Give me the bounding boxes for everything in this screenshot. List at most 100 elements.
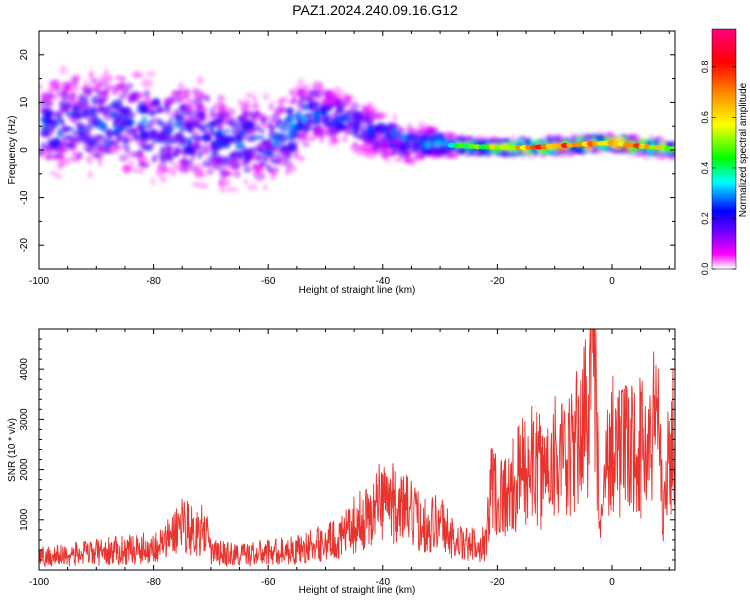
- colorbar-segment: [712, 175, 736, 178]
- spectrogram-cell: [219, 168, 229, 179]
- spectrogram-cell: [447, 131, 457, 142]
- spectrogram-cell: [89, 78, 98, 83]
- snr-panel: -100 -80 -60 -40 -20 0 1000 2000 3000 4000 Height…: [7, 328, 676, 596]
- x-tick-label: -20: [490, 276, 505, 287]
- colorbar-segment: [712, 199, 736, 202]
- spectrogram-cell: [367, 132, 378, 140]
- spectrogram-cell: [164, 145, 172, 155]
- spectrogram-cell: [349, 101, 360, 111]
- spectrogram-cell: [227, 186, 238, 192]
- colorbar-segment: [712, 149, 736, 152]
- spectrogram-cell: [51, 119, 60, 128]
- colorbar-segment: [712, 239, 736, 242]
- spectrogram-cell: [318, 106, 327, 116]
- colorbar-segment: [712, 159, 736, 162]
- spectrogram-cell: [55, 153, 65, 159]
- spectrogram-cell: [213, 145, 218, 156]
- spectrogram-cell: [179, 159, 188, 166]
- colorbar-segment: [712, 117, 736, 120]
- colorbar-tick-label: 0.0: [700, 263, 710, 276]
- spectrogram-cell: [570, 133, 579, 142]
- colorbar-segment: [712, 111, 736, 114]
- colorbar-segment: [712, 75, 736, 78]
- spectrogram-cell: [396, 139, 407, 145]
- colorbar-segment: [712, 61, 736, 64]
- spectrogram-cell: [131, 73, 144, 78]
- spectrogram-cell: [653, 151, 665, 160]
- spectrogram-cell: [267, 167, 274, 173]
- spectrogram-cell: [86, 155, 93, 164]
- colorbar-segment: [712, 103, 736, 106]
- spectrogram-cell: [234, 139, 245, 147]
- spectrogram-cell: [114, 102, 120, 109]
- colorbar-segment: [712, 29, 736, 32]
- spectrogram-y-axis-label: Frequency (Hz): [7, 116, 18, 185]
- spectrogram-cell: [309, 118, 316, 123]
- colorbar-tick-label: 0.2: [700, 212, 710, 225]
- colorbar-segment: [712, 195, 736, 198]
- spectrogram-cell: [300, 92, 311, 100]
- spectrogram-cell: [158, 149, 166, 160]
- spectrogram-cell: [60, 105, 69, 113]
- colorbar-segment: [712, 177, 736, 180]
- spectrogram-cell: [95, 89, 106, 97]
- colorbar-segment: [712, 173, 736, 176]
- spectrogram-cell: [177, 137, 182, 148]
- spectrogram-cell: [133, 134, 139, 140]
- spectrogram-cell: [113, 145, 126, 150]
- colorbar-segment: [712, 145, 736, 148]
- colorbar-segment: [712, 169, 736, 172]
- spectrogram-cell: [297, 77, 305, 88]
- colorbar-segment: [712, 187, 736, 190]
- colorbar-segment: [712, 127, 736, 130]
- spectrogram-cell: [47, 97, 54, 106]
- colorbar-segment: [712, 85, 736, 88]
- colorbar-segment: [712, 257, 736, 260]
- spectrogram-cell: [193, 162, 204, 173]
- colorbar-segment: [712, 235, 736, 238]
- spectrogram-cell: [312, 80, 324, 91]
- spectrogram-cell: [263, 141, 271, 149]
- spectrogram-cell: [69, 144, 75, 150]
- spectrogram-cell: [151, 156, 157, 164]
- spectrogram-cell: [139, 168, 144, 175]
- spectrogram-cell: [144, 123, 154, 130]
- spectrogram-cell: [102, 138, 114, 148]
- spectrogram-cell: [355, 146, 366, 157]
- spectrogram-cell: [232, 128, 242, 137]
- spectrogram-cell: [392, 157, 400, 163]
- colorbar-segment: [712, 79, 736, 82]
- spectrogram-cell: [122, 137, 133, 143]
- spectrogram-cell: [139, 131, 148, 139]
- spectrogram-cell: [170, 90, 182, 97]
- spectrogram-cell: [319, 136, 325, 144]
- spectrogram-cell: [219, 108, 226, 117]
- y-tick-label: -10: [19, 190, 30, 205]
- spectrogram-cell: [496, 137, 502, 146]
- spectrogram-cell: [244, 179, 248, 185]
- spectrogram-cell: [296, 134, 307, 143]
- spectrogram-cell: [244, 131, 249, 137]
- spectrogram-cell: [302, 141, 311, 148]
- y-tick-label: -20: [19, 238, 30, 253]
- colorbar-segment: [712, 87, 736, 90]
- spectrogram-cell: [72, 116, 79, 125]
- spectrogram-cell: [115, 75, 121, 81]
- spectrogram-cell: [433, 133, 441, 141]
- colorbar-segment: [712, 197, 736, 200]
- colorbar-segment: [712, 59, 736, 62]
- spectrogram-cell: [97, 145, 102, 152]
- y-tick-label: 3000: [19, 408, 30, 431]
- spectrogram-cell: [149, 100, 160, 106]
- snr-ticks: -100 -80 -60 -40 -20 0 1000 2000 3000 4000: [19, 328, 675, 588]
- spectrogram-cell: [411, 136, 419, 142]
- colorbar-segment: [712, 35, 736, 38]
- colorbar-tick-label: 0.8: [700, 61, 710, 74]
- colorbar-segment: [712, 133, 736, 136]
- colorbar-segment: [712, 53, 736, 56]
- spectrogram-cell: [178, 127, 184, 133]
- y-tick-label: 4000: [19, 358, 30, 381]
- spectrogram-cell: [123, 144, 131, 154]
- spectrogram-cell: [483, 140, 491, 146]
- spectrogram-cell: [412, 142, 419, 146]
